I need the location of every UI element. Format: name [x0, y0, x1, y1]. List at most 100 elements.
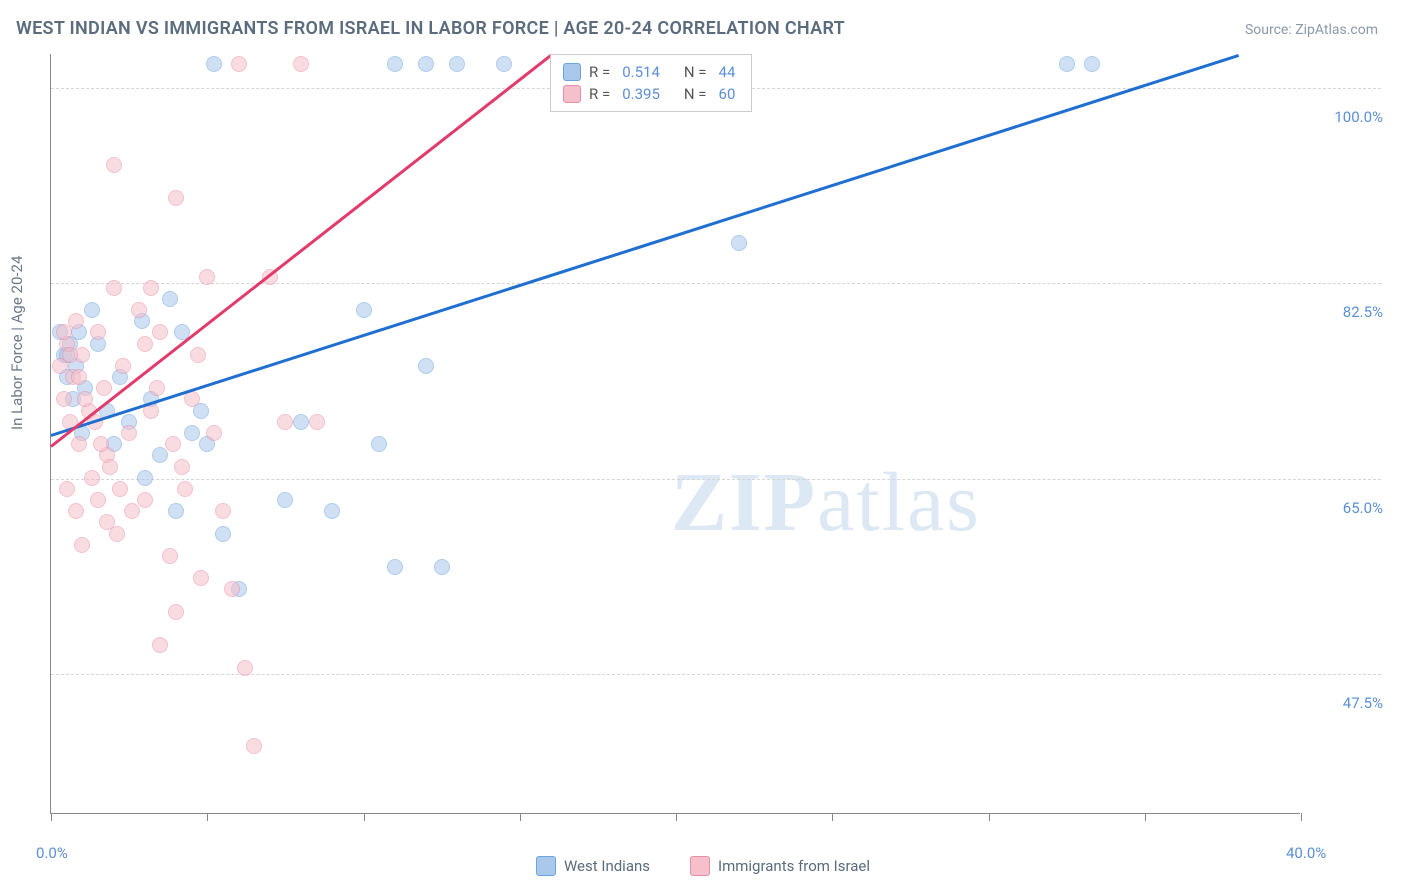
- legend-series-name: Immigrants from Israel: [718, 857, 870, 875]
- scatter-point: [237, 660, 253, 676]
- scatter-point: [293, 414, 309, 430]
- scatter-point: [152, 324, 168, 340]
- scatter-point: [137, 336, 153, 352]
- r-label: R =: [589, 85, 610, 103]
- stats-legend-row: R = 0.514N = 44: [563, 61, 739, 83]
- legend-swatch: [563, 85, 581, 103]
- y-axis-label: In Labor Force | Age 20-24: [8, 256, 26, 430]
- scatter-point: [152, 637, 168, 653]
- r-value: 0.395: [622, 85, 660, 103]
- n-label: N =: [684, 85, 707, 103]
- scatter-point: [131, 302, 147, 318]
- x-tick: [676, 813, 677, 821]
- scatter-point: [121, 425, 137, 441]
- scatter-point: [56, 324, 72, 340]
- x-tick: [832, 813, 833, 821]
- y-tick-label: 47.5%: [1313, 694, 1383, 712]
- scatter-point: [309, 414, 325, 430]
- scatter-point: [152, 447, 168, 463]
- scatter-point: [90, 492, 106, 508]
- plot-area: ZIPatlas 47.5%65.0%82.5%100.0%0.0%40.0%: [50, 54, 1300, 814]
- scatter-point: [731, 235, 747, 251]
- legend-swatch: [690, 856, 710, 876]
- x-tick: [1145, 813, 1146, 821]
- bottom-legend-item: West Indians: [536, 856, 650, 876]
- scatter-point: [1084, 56, 1100, 72]
- y-tick-label: 82.5%: [1313, 303, 1383, 321]
- chart-title: WEST INDIAN VS IMMIGRANTS FROM ISRAEL IN…: [16, 18, 845, 39]
- source-name: ZipAtlas.com: [1295, 22, 1378, 38]
- scatter-point: [496, 56, 512, 72]
- chart-container: WEST INDIAN VS IMMIGRANTS FROM ISRAEL IN…: [0, 0, 1406, 892]
- scatter-point: [137, 470, 153, 486]
- scatter-point: [102, 459, 118, 475]
- scatter-point: [277, 414, 293, 430]
- scatter-point: [112, 481, 128, 497]
- y-tick-label: 100.0%: [1313, 108, 1383, 126]
- scatter-point: [106, 157, 122, 173]
- scatter-point: [224, 581, 240, 597]
- scatter-point: [387, 559, 403, 575]
- scatter-point: [190, 347, 206, 363]
- trend-line: [50, 54, 552, 448]
- scatter-point: [77, 391, 93, 407]
- scatter-point: [62, 347, 78, 363]
- n-value: 60: [719, 85, 736, 103]
- bottom-legend-item: Immigrants from Israel: [690, 856, 870, 876]
- scatter-point: [143, 280, 159, 296]
- r-label: R =: [589, 63, 610, 81]
- scatter-point: [324, 503, 340, 519]
- scatter-point: [449, 56, 465, 72]
- n-value: 44: [719, 63, 736, 81]
- scatter-point: [356, 302, 372, 318]
- scatter-point: [93, 436, 109, 452]
- source-prefix: Source:: [1245, 22, 1295, 38]
- scatter-point: [387, 56, 403, 72]
- gridline: [51, 283, 1381, 284]
- scatter-point: [293, 56, 309, 72]
- scatter-point: [184, 425, 200, 441]
- legend-swatch: [536, 856, 556, 876]
- scatter-point: [168, 190, 184, 206]
- x-tick: [207, 813, 208, 821]
- scatter-point: [418, 358, 434, 374]
- scatter-point: [168, 604, 184, 620]
- stats-legend-box: R = 0.514N = 44R = 0.395N = 60: [550, 54, 752, 112]
- scatter-point: [96, 380, 112, 396]
- scatter-point: [246, 738, 262, 754]
- scatter-point: [177, 481, 193, 497]
- scatter-point: [68, 313, 84, 329]
- scatter-point: [231, 56, 247, 72]
- scatter-point: [90, 324, 106, 340]
- scatter-point: [71, 369, 87, 385]
- x-tick: [1301, 813, 1302, 821]
- x-tick: [989, 813, 990, 821]
- scatter-point: [215, 526, 231, 542]
- scatter-point: [106, 280, 122, 296]
- scatter-point: [371, 436, 387, 452]
- scatter-point: [168, 503, 184, 519]
- scatter-point: [215, 503, 231, 519]
- scatter-point: [84, 470, 100, 486]
- x-tick: [51, 813, 52, 821]
- legend-swatch: [563, 63, 581, 81]
- x-tick: [364, 813, 365, 821]
- source-attribution: Source: ZipAtlas.com: [1245, 22, 1378, 38]
- scatter-point: [162, 291, 178, 307]
- scatter-point: [206, 425, 222, 441]
- scatter-point: [174, 459, 190, 475]
- scatter-point: [434, 559, 450, 575]
- scatter-point: [277, 492, 293, 508]
- scatter-point: [206, 56, 222, 72]
- scatter-point: [124, 503, 140, 519]
- bottom-legend: West Indians Immigrants from Israel: [0, 856, 1406, 876]
- r-value: 0.514: [622, 63, 660, 81]
- scatter-point: [193, 570, 209, 586]
- scatter-point: [1059, 56, 1075, 72]
- scatter-point: [418, 56, 434, 72]
- watermark-bold: ZIP: [671, 456, 817, 549]
- watermark: ZIPatlas: [671, 454, 981, 551]
- y-tick-label: 65.0%: [1313, 499, 1383, 517]
- scatter-point: [149, 380, 165, 396]
- x-tick: [520, 813, 521, 821]
